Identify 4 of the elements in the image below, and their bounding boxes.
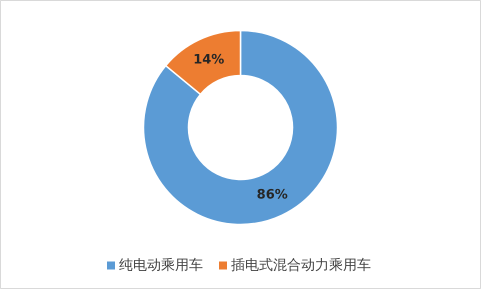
- legend-label: 插电式混合动力乘用车: [231, 258, 371, 274]
- data-label: 86%: [256, 187, 288, 202]
- data-label: 14%: [193, 52, 224, 68]
- legend-label: 纯电动乘用车: [119, 258, 203, 274]
